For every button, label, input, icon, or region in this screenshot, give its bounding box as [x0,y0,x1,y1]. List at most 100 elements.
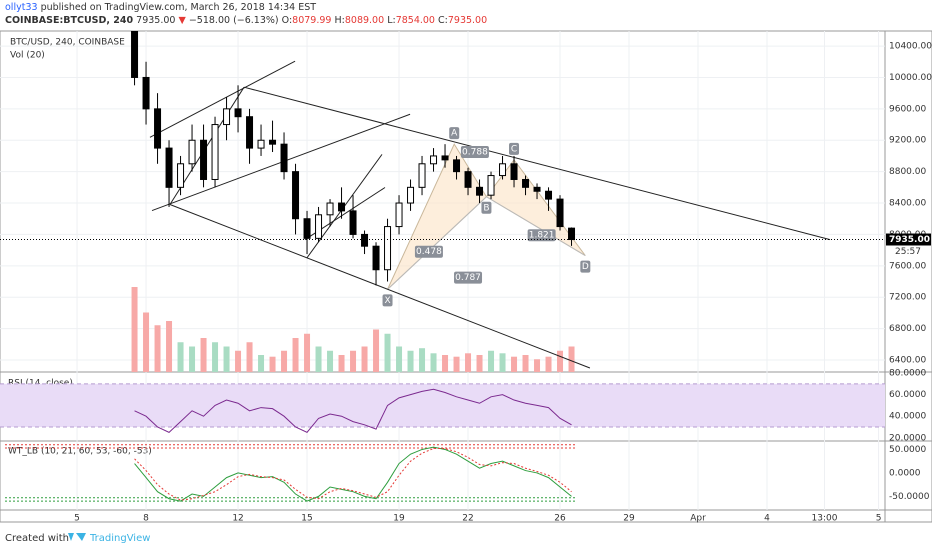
volume-bar [189,346,196,372]
ohlc-label: C: [438,15,448,26]
arrow: ▼ [178,15,186,26]
x-tick-label: 15 [301,514,312,524]
symbol-line: COINBASE:BTCUSD, 240 7935.00 ▼ −518.00 (… [5,15,487,26]
volume-bar [568,346,575,372]
volume-bar [557,350,564,372]
volume-bar [177,342,184,372]
author[interactable]: ollyt33 [5,2,38,13]
candle-body [556,198,564,228]
ratio-box [414,245,443,258]
candle-body [165,147,173,188]
candle-body [292,171,300,220]
volume-bar [476,355,483,372]
trendline [169,204,591,369]
y-tick-label: 50.0000 [889,445,926,455]
y-tick-label: 0.0000 [889,468,921,478]
volume-bar [419,348,426,372]
wt-line [134,448,572,501]
volume-bar [269,356,276,372]
candle-body [234,108,242,118]
candle-body [395,202,403,228]
ohlc-value: 7935.00 [447,15,488,26]
pattern-point-label: B [483,203,489,213]
volume-bar [361,346,368,372]
candle-body [349,210,357,235]
candle-body [499,163,507,177]
y-tick-label: 8400.00 [889,199,926,209]
candle-body [464,171,472,188]
candle-body [384,226,392,271]
ratio-box [460,146,489,159]
volume-bar [131,287,138,372]
volume-bar [453,356,460,372]
y-tick-label: 7600.00 [889,261,926,271]
volume-bar [545,356,552,372]
rsi-band [0,383,885,427]
volume-bar [384,333,391,372]
volume-bar [327,350,334,372]
rsi-line [134,388,572,433]
candle-body [430,155,438,165]
candle-body [246,116,254,149]
candle-body [315,214,323,239]
y-tick-label: 60.0000 [889,390,926,400]
x-tick-label: 13:00 [812,514,838,524]
candle-body [441,155,449,161]
candle-body [188,139,196,165]
ratio-box [527,229,556,242]
volume-bar [212,342,219,372]
countdown-box [886,245,931,258]
y-tick-label: 9600.00 [889,104,926,114]
volume-bar [442,355,449,372]
candle-body [303,218,311,239]
symbol: COINBASE:BTCUSD, 240 [5,15,134,26]
last-price-label: 7935.00 [889,235,930,245]
volume-bar [143,312,150,372]
volume-bar [407,350,414,372]
volume-bar [246,342,253,372]
candle-body [372,245,380,271]
volume-bar [465,353,472,372]
candle-body [533,186,541,192]
candle-body [200,139,208,180]
volume-bar [338,355,345,372]
candle-body [257,139,265,149]
volume-bar [154,325,161,372]
candle-body [510,163,518,180]
header-line: ollyt33 published on TradingView.com, Ma… [5,2,316,13]
x-tick-label: 12 [232,514,243,524]
pattern-point-box [580,260,591,273]
candle-body [326,202,334,216]
candle-body [453,159,461,173]
volume-bar [499,353,506,372]
ohlc-value: 7854.00 [395,15,435,26]
x-tick-label: 5 [876,514,882,524]
volume-bar [166,321,173,372]
ohlc-label: H: [334,15,345,26]
trendline [243,86,831,241]
brand[interactable]: TradingView [89,533,150,544]
y-tick-label: -50.0000 [889,492,930,502]
pattern-point-label: C [511,144,517,154]
ratio-label: 0.788 [462,148,488,158]
candle-body [418,163,426,188]
volume-bar [511,356,518,372]
y-tick-label: 80.0000 [889,369,926,379]
y-tick-label: 10400.00 [889,42,932,52]
candle-body [522,178,530,188]
pattern-point-box [382,294,393,307]
legend: BTC/USD, 240, COINBASE [10,38,125,48]
volume-bar [223,346,230,372]
ratio-label: 1.821 [529,231,555,241]
countdown: 25:57 [895,247,921,257]
x-tick-label: 5 [74,514,80,524]
logo [68,533,86,541]
x-tick-label: 29 [623,514,635,524]
ohlc-value: 8079.99 [292,15,332,26]
volume-bar [292,338,299,372]
y-tick-label: 6800.00 [889,324,926,334]
last-price-box [886,233,931,246]
volume-bar [396,346,403,372]
y-tick-label: 20.0000 [889,433,926,443]
